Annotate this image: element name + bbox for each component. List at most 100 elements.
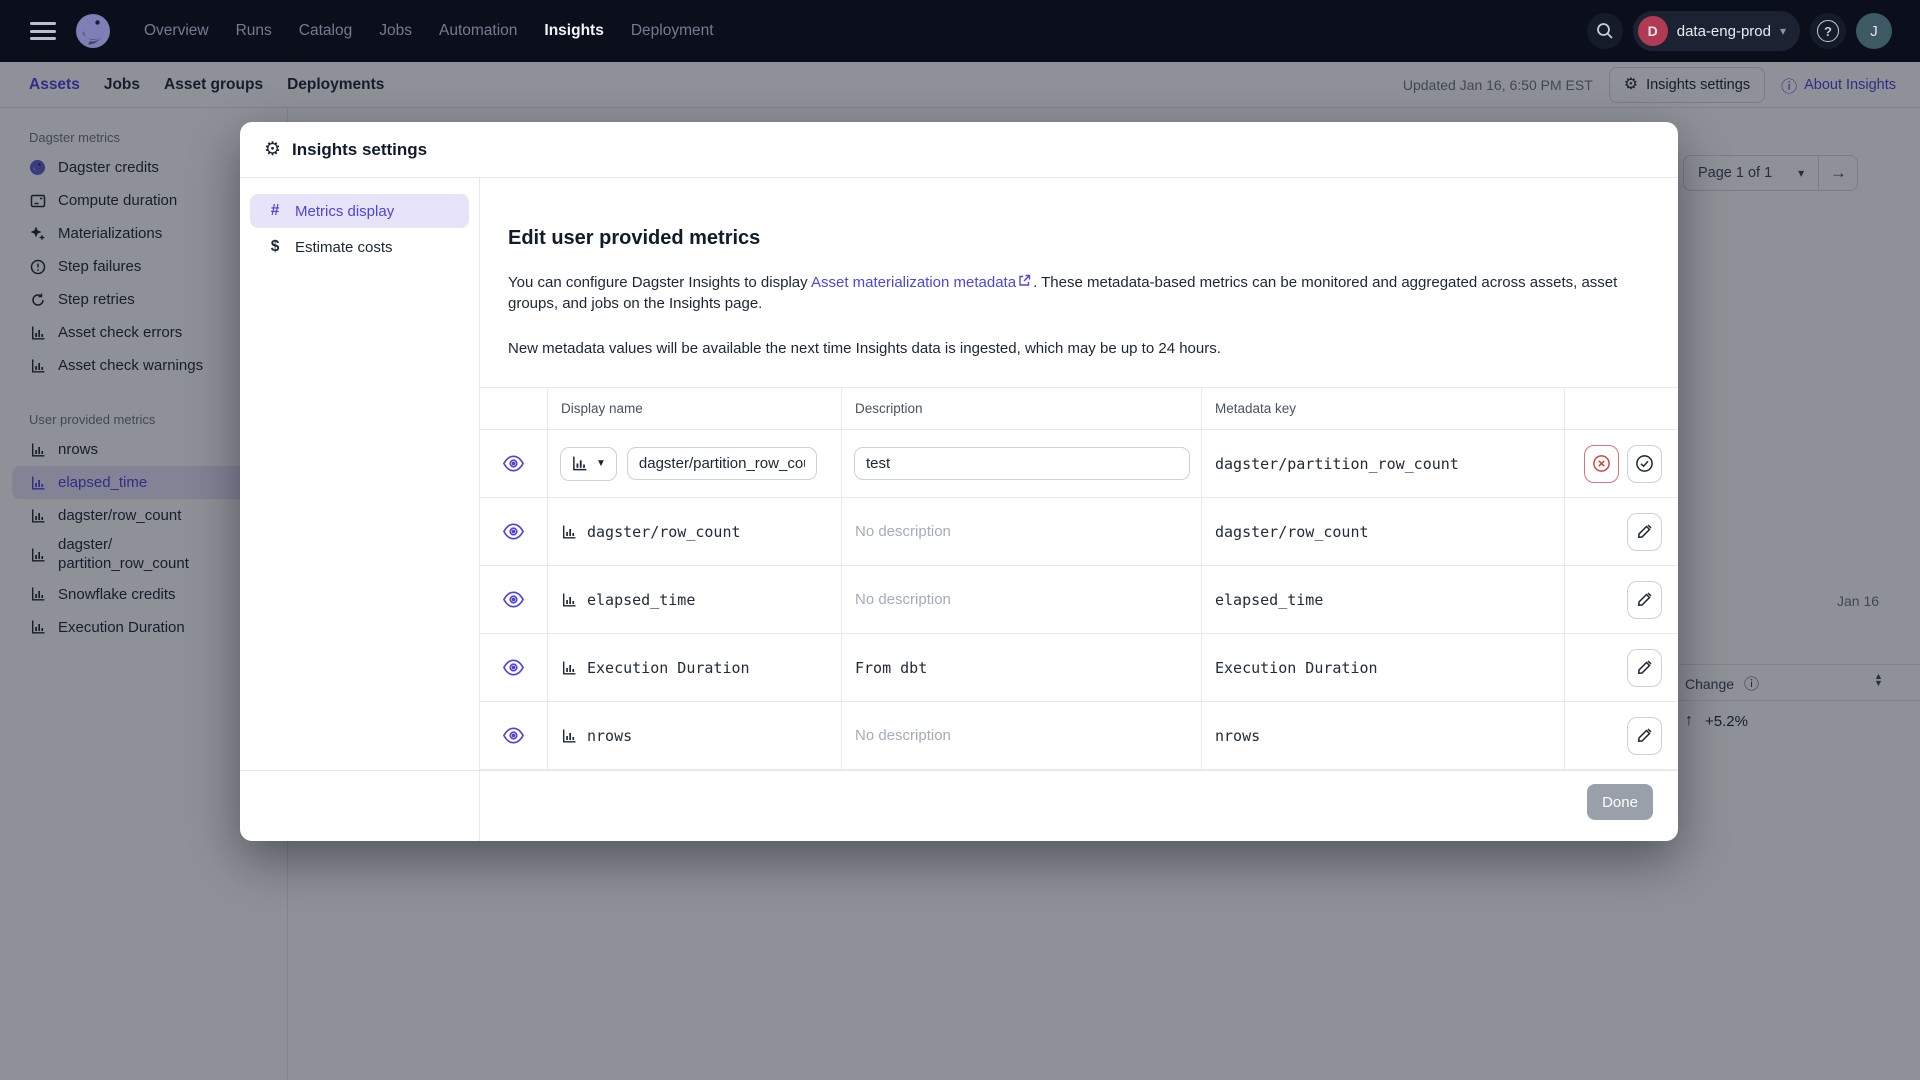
nav-insights[interactable]: Insights — [544, 22, 604, 39]
updated-timestamp: Updated Jan 16, 6:50 PM EST — [1402, 76, 1593, 93]
asset-materialization-metadata-link[interactable]: Asset materialization metadata — [811, 274, 1033, 291]
bar-chart-icon — [29, 474, 46, 491]
bar-chart-icon — [563, 525, 576, 538]
description-input[interactable] — [854, 447, 1190, 480]
tab-deployments[interactable]: Deployments — [287, 75, 385, 93]
metric-description: No description — [842, 702, 1202, 769]
alert-circle-icon — [29, 258, 46, 275]
visibility-eye-icon[interactable] — [480, 566, 548, 633]
page-select[interactable]: Page 1 of 1 ▾ — [1684, 156, 1820, 190]
nav-overview[interactable]: Overview — [144, 22, 209, 39]
metadata-key-cell: dagster/partition_row_count — [1202, 430, 1565, 497]
pagination-control: Page 1 of 1 ▾ → — [1683, 155, 1859, 191]
tab-asset-groups[interactable]: Asset groups — [164, 75, 264, 93]
bar-chart-icon — [29, 546, 46, 563]
edit-row-button[interactable] — [1627, 716, 1662, 755]
nav-deployment[interactable]: Deployment — [630, 22, 714, 39]
sort-icon[interactable]: ▲ ▼ — [1874, 671, 1883, 688]
search-button[interactable] — [1586, 13, 1623, 49]
edit-row-button[interactable] — [1627, 648, 1662, 687]
insights-settings-button[interactable]: ⚙ Insights settings — [1608, 66, 1766, 103]
done-button[interactable]: Done — [1587, 784, 1653, 820]
gear-icon: ⚙ — [1623, 75, 1639, 93]
metric-display-name: elapsed_time — [587, 590, 696, 609]
about-insights-link[interactable]: ⓘ About Insights — [1781, 73, 1896, 97]
pencil-icon — [1637, 592, 1652, 607]
sidebar-item-step-retries[interactable]: Step retries — [12, 283, 275, 316]
search-icon — [1596, 23, 1613, 39]
section-heading: Edit user provided metrics — [508, 227, 761, 249]
chevron-down-icon: ▾ — [1798, 166, 1805, 180]
hamburger-menu-icon[interactable] — [30, 22, 56, 40]
sidebar-item-snowflake-credits[interactable]: Snowflake credits — [12, 578, 275, 611]
sidebar-item-elapsed-time[interactable]: elapsed_time — [12, 466, 275, 499]
sidebar-item-materializations[interactable]: Materializations — [12, 217, 275, 250]
bar-chart-icon — [29, 441, 46, 458]
sidebar-item-asset-check-errors[interactable]: Asset check errors — [12, 316, 275, 349]
visibility-eye-icon[interactable] — [480, 702, 548, 769]
bar-chart-icon — [563, 593, 576, 606]
table-row-editing: ▼ dagster/partition_row_count — [480, 430, 1678, 498]
actions-column-header — [1565, 388, 1678, 429]
subnav-tabs: Assets Jobs Asset groups Deployments — [29, 76, 384, 94]
column-header-metadata-key: Metadata key — [1202, 388, 1565, 429]
org-switcher[interactable]: D data-eng-prod ▾ — [1632, 11, 1800, 51]
bar-chart-icon — [29, 619, 46, 636]
nav-jobs[interactable]: Jobs — [379, 22, 412, 39]
divider — [240, 770, 1678, 771]
settings-nav-panel: # Metrics display $ Estimate costs — [240, 178, 480, 841]
tab-assets[interactable]: Assets — [29, 75, 80, 93]
settings-nav-metrics-display[interactable]: # Metrics display — [250, 194, 469, 228]
bar-chart-icon — [29, 357, 46, 374]
visibility-eye-icon[interactable] — [480, 430, 548, 497]
pencil-icon — [1637, 660, 1652, 675]
bar-chart-icon — [29, 507, 46, 524]
sidebar-item-dagster-credits[interactable]: Dagster credits — [12, 151, 275, 184]
visibility-eye-icon[interactable] — [480, 634, 548, 701]
table-row: nrows No description nrows — [480, 702, 1678, 770]
sidebar-item-asset-check-warnings[interactable]: Asset check warnings — [12, 349, 275, 382]
ingestion-note: New metadata values will be available th… — [508, 340, 1221, 357]
cancel-edit-button[interactable] — [1584, 444, 1619, 483]
display-name-input[interactable] — [626, 447, 817, 480]
insights-subnav: Assets Jobs Asset groups Deployments Upd… — [0, 62, 1920, 108]
sidebar-section-label: Dagster metrics — [29, 130, 121, 145]
dollar-icon: $ — [270, 238, 280, 255]
retry-icon — [29, 291, 46, 308]
nav-runs[interactable]: Runs — [235, 22, 272, 39]
dagster-logo[interactable] — [70, 8, 116, 54]
visibility-eye-icon[interactable] — [480, 498, 548, 565]
metric-description: No description — [842, 498, 1202, 565]
confirm-edit-button[interactable] — [1627, 444, 1662, 483]
metric-description: No description — [842, 566, 1202, 633]
info-icon: ⓘ — [1781, 78, 1798, 96]
edit-row-button[interactable] — [1627, 512, 1662, 551]
chart-type-dropdown[interactable]: ▼ — [560, 446, 617, 481]
sidebar-item-compute-duration[interactable]: Compute duration — [12, 184, 275, 217]
nav-catalog[interactable]: Catalog — [298, 22, 353, 39]
metadata-key-cell: Execution Duration — [1202, 634, 1565, 701]
sidebar-item-dagster-partition-row-count[interactable]: dagster/ partition_row_count — [12, 532, 275, 578]
metadata-key-cell: dagster/row_count — [1202, 498, 1565, 565]
bar-chart-icon — [563, 729, 576, 742]
sidebar-item-execution-duration[interactable]: Execution Duration — [12, 611, 275, 644]
metric-display-name: dagster/row_count — [587, 522, 741, 541]
cancel-circle-icon — [1593, 455, 1610, 472]
help-button[interactable]: ? — [1810, 13, 1846, 49]
bar-chart-icon — [29, 586, 46, 603]
sidebar-item-nrows[interactable]: nrows — [12, 433, 275, 466]
metric-display-name: nrows — [587, 726, 633, 745]
nav-automation[interactable]: Automation — [438, 22, 518, 39]
check-circle-icon — [1636, 455, 1653, 472]
dagster-octopus-icon — [29, 159, 46, 176]
user-avatar[interactable]: J — [1856, 13, 1892, 49]
bar-chart-icon — [29, 324, 46, 341]
sidebar-item-dagster-row-count[interactable]: dagster/row_count — [12, 499, 275, 532]
org-badge: D — [1637, 16, 1668, 46]
next-page-button[interactable]: → — [1829, 163, 1847, 182]
settings-nav-estimate-costs[interactable]: $ Estimate costs — [250, 230, 469, 264]
tab-jobs[interactable]: Jobs — [103, 75, 141, 93]
edit-row-button[interactable] — [1627, 580, 1662, 619]
metadata-key-cell: nrows — [1202, 702, 1565, 769]
sidebar-item-step-failures[interactable]: Step failures — [12, 250, 275, 283]
